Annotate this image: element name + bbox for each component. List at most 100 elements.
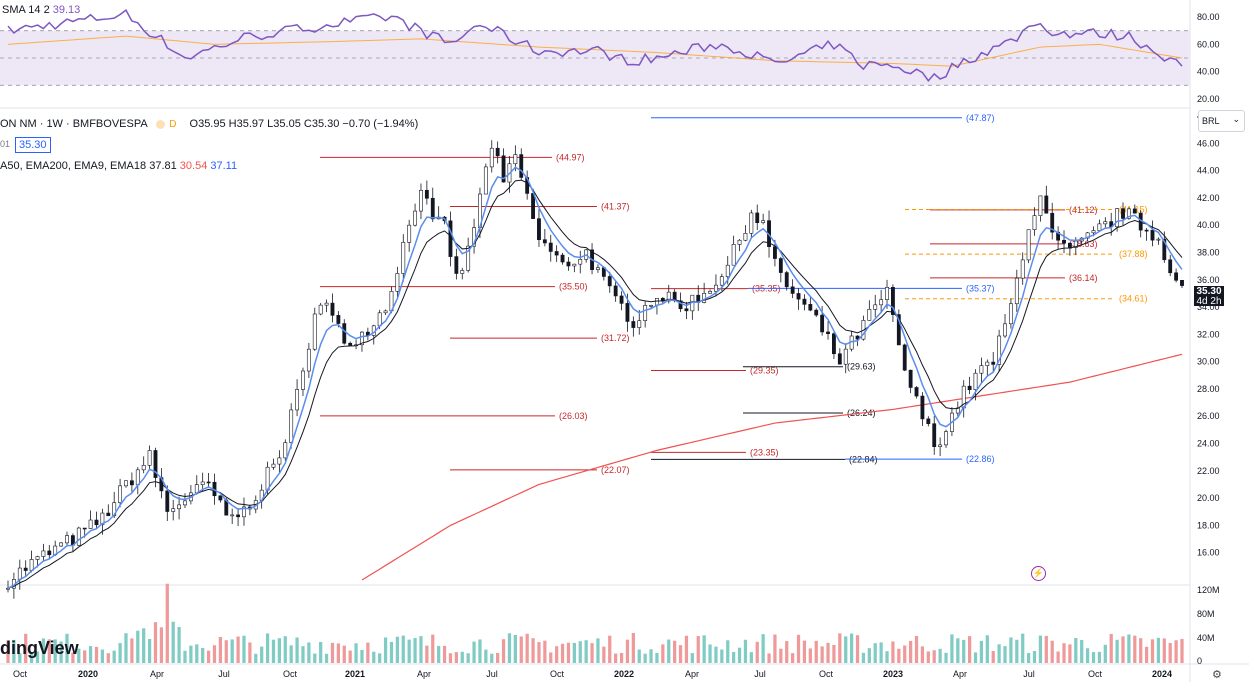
volume-bar <box>590 643 594 663</box>
volume-bar <box>796 634 801 663</box>
volume-bar <box>997 644 1001 663</box>
price-axis-tick: 32.00 <box>1197 329 1220 339</box>
candle-body <box>430 197 435 220</box>
volume-bar <box>844 636 848 663</box>
volume-bar <box>684 635 689 663</box>
candle-body <box>731 244 736 266</box>
volume-bar <box>720 649 724 663</box>
candle-body <box>59 542 64 547</box>
volume-bar <box>732 651 736 663</box>
time-axis-tick: 2023 <box>883 669 903 679</box>
candle-body <box>1038 195 1043 216</box>
volume-bar <box>690 653 694 663</box>
volume-bar <box>460 651 464 663</box>
gear-icon[interactable]: ⚙ <box>1212 669 1222 681</box>
volume-bar <box>1121 636 1125 663</box>
volume-bar <box>466 653 470 663</box>
price-axis-tick: 34.00 <box>1197 302 1220 312</box>
level-label-bg <box>846 360 884 372</box>
volume-bar <box>47 639 51 663</box>
volume-bar <box>1026 653 1031 663</box>
volume-bar <box>850 633 854 663</box>
level-label: (34.61) <box>1119 294 1148 304</box>
candle-body <box>796 293 801 300</box>
candle-body <box>548 242 553 252</box>
level-label: (23.35) <box>750 447 779 457</box>
volume-axis-tick: 0 <box>1197 656 1202 666</box>
candle-body <box>118 485 123 504</box>
volume-bar <box>973 652 978 663</box>
candle-body <box>891 287 895 315</box>
candle-body <box>773 246 777 259</box>
volume-bar <box>737 647 742 663</box>
candle-body <box>1044 195 1049 214</box>
rsi-axis-tick: 60.00 <box>1197 39 1220 49</box>
time-axis-tick: Oct <box>283 669 298 679</box>
volume-bar <box>1156 637 1161 663</box>
candle-body <box>495 147 500 157</box>
candle-body <box>377 312 382 327</box>
rsi-axis-tick: 80.00 <box>1197 12 1220 22</box>
candle-body <box>885 287 889 300</box>
currency-selector[interactable]: BRL ⌄ <box>1198 110 1245 132</box>
tradingview-logo[interactable]: dingView <box>0 638 79 658</box>
volume-bar <box>1139 638 1143 663</box>
volume-bar <box>1091 652 1096 663</box>
candle-body <box>419 189 423 212</box>
candle-body <box>147 450 152 466</box>
volume-bar <box>1150 639 1155 663</box>
candle-body <box>684 308 689 312</box>
candle-body <box>607 276 612 287</box>
candle-body <box>985 361 990 366</box>
volume-bar <box>472 641 476 663</box>
candle-body <box>129 480 134 486</box>
level-label-bg <box>1068 271 1106 283</box>
volume-bar <box>307 642 311 663</box>
price-input-box[interactable]: 35.30 <box>15 137 51 153</box>
volume-bar <box>383 637 388 663</box>
price-axis-tick: 30.00 <box>1197 357 1220 367</box>
volume-bar <box>224 640 228 663</box>
candle-body <box>613 285 618 297</box>
candle-body <box>625 303 630 322</box>
volume-bar <box>106 653 110 663</box>
candle-body <box>1062 239 1066 244</box>
candle-body <box>554 251 559 256</box>
price-axis-tick: 28.00 <box>1197 384 1220 394</box>
volume-bar <box>94 646 99 663</box>
ma-legend-names: A50, EMA200, EMA9, EMA18 <box>0 160 147 172</box>
volume-bar <box>879 642 883 663</box>
candle-body <box>714 284 718 292</box>
rsi-axis-tick: 20.00 <box>1197 94 1220 104</box>
volume-bar <box>608 635 612 663</box>
volume-bar <box>614 653 618 663</box>
lightning-icon[interactable]: ⚡ <box>1031 566 1046 581</box>
volume-bar <box>602 646 606 663</box>
volume-bar <box>696 636 700 663</box>
data-type-badge: D <box>169 119 177 130</box>
last-price-label: 35.30 4d 2h <box>1194 286 1224 307</box>
candle-body <box>348 342 353 346</box>
level-label-bg <box>555 151 593 163</box>
volume-bar <box>41 638 46 663</box>
candle-body <box>560 254 565 263</box>
candle-body <box>283 442 288 459</box>
volume-bar <box>6 640 10 663</box>
candle-body <box>407 224 412 243</box>
level-label-bg <box>965 111 1003 123</box>
volume-bar <box>1015 639 1019 663</box>
candle-body <box>932 423 937 447</box>
volume-bar <box>65 633 69 663</box>
volume-bar <box>124 633 128 663</box>
level-label-bg <box>1068 203 1106 215</box>
candle-body <box>171 508 176 512</box>
volume-bar <box>454 652 458 663</box>
volume-bar <box>1115 639 1119 663</box>
level-label: (22.07) <box>601 465 630 475</box>
candle-body <box>1162 238 1167 261</box>
volume-bar <box>372 651 376 663</box>
price-axis-tick: 24.00 <box>1197 439 1220 449</box>
volume-bar <box>826 642 830 663</box>
volume-bar <box>897 648 901 663</box>
